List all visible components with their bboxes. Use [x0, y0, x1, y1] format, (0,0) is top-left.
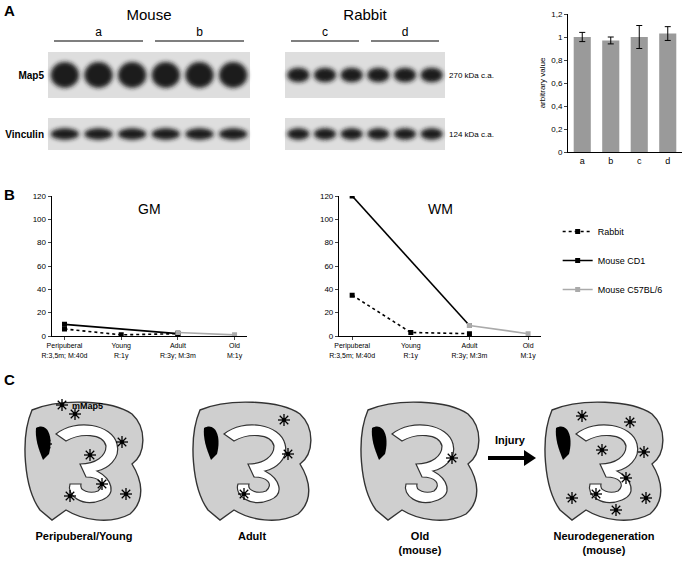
svg-text:100: 100 [320, 215, 334, 224]
svg-text:Rabbit: Rabbit [598, 227, 625, 237]
svg-text:Neurodegeneration: Neurodegeneration [554, 530, 655, 542]
svg-text:0,4: 0,4 [551, 102, 563, 111]
svg-text:20: 20 [37, 308, 46, 317]
svg-text:WM: WM [428, 201, 453, 217]
svg-text:arbitrary value: arbitrary value [538, 57, 547, 108]
svg-text:d: d [402, 25, 409, 39]
svg-text:YoungR:1y: YoungR:1y [111, 342, 131, 359]
svg-text:AdultR:3y; M:3m: AdultR:3y; M:3m [160, 342, 196, 359]
svg-text:(mouse): (mouse) [583, 544, 626, 556]
svg-text:80: 80 [37, 238, 46, 247]
svg-text:0: 0 [42, 332, 47, 341]
svg-text:(mouse): (mouse) [399, 544, 442, 556]
svg-text:0,2: 0,2 [551, 125, 563, 134]
svg-text:0: 0 [329, 332, 334, 341]
svg-text:PeripuberalR:3,5m; M:40d: PeripuberalR:3,5m; M:40d [329, 342, 375, 358]
svg-text:b: b [608, 156, 613, 166]
svg-text:GM: GM [138, 201, 161, 217]
svg-text:124 kDa c.a.: 124 kDa c.a. [449, 130, 494, 139]
svg-text:20: 20 [324, 308, 333, 317]
svg-text:c: c [322, 25, 328, 39]
svg-text:Mouse: Mouse [126, 6, 171, 23]
svg-text:120: 120 [320, 192, 334, 201]
svg-text:b: b [196, 25, 203, 39]
svg-text:a: a [95, 25, 102, 39]
svg-text:Mouse C57BL/6: Mouse C57BL/6 [598, 285, 663, 295]
svg-text:270 kDa c.a.: 270 kDa c.a. [449, 71, 494, 80]
svg-text:0: 0 [558, 148, 563, 157]
svg-text:a: a [580, 156, 585, 166]
svg-text:PeripuberalR:3,5m; M:40d: PeripuberalR:3,5m; M:40d [42, 342, 88, 358]
svg-text:mMap5: mMap5 [72, 401, 103, 411]
svg-text:YoungR:1y: YoungR:1y [401, 342, 421, 359]
svg-text:1: 1 [558, 33, 563, 42]
svg-text:60: 60 [324, 262, 333, 271]
svg-text:OldM:1y: OldM:1y [227, 342, 243, 359]
svg-text:0,8: 0,8 [551, 56, 563, 65]
svg-text:Mouse CD1: Mouse CD1 [598, 256, 646, 266]
svg-text:C: C [4, 371, 15, 388]
svg-text:Old: Old [411, 530, 429, 542]
svg-text:40: 40 [37, 285, 46, 294]
svg-text:B: B [4, 186, 15, 203]
svg-text:Vinculin: Vinculin [5, 129, 44, 140]
svg-text:Injury: Injury [495, 434, 526, 446]
svg-text:Peripuberal/Young: Peripuberal/Young [36, 530, 133, 542]
svg-text:60: 60 [37, 262, 46, 271]
svg-text:OldM:1y: OldM:1y [521, 342, 537, 359]
svg-text:100: 100 [33, 215, 47, 224]
svg-text:1,2: 1,2 [551, 10, 563, 19]
svg-text:0,6: 0,6 [551, 79, 563, 88]
svg-text:Rabbit: Rabbit [343, 6, 387, 23]
svg-text:A: A [4, 2, 15, 19]
svg-text:d: d [665, 156, 670, 166]
svg-text:AdultR:3y; M:3m: AdultR:3y; M:3m [452, 342, 488, 359]
svg-text:40: 40 [324, 285, 333, 294]
svg-text:80: 80 [324, 238, 333, 247]
svg-text:c: c [637, 156, 642, 166]
svg-text:120: 120 [33, 192, 47, 201]
svg-text:Adult: Adult [238, 530, 266, 542]
svg-text:Map5: Map5 [18, 70, 44, 81]
